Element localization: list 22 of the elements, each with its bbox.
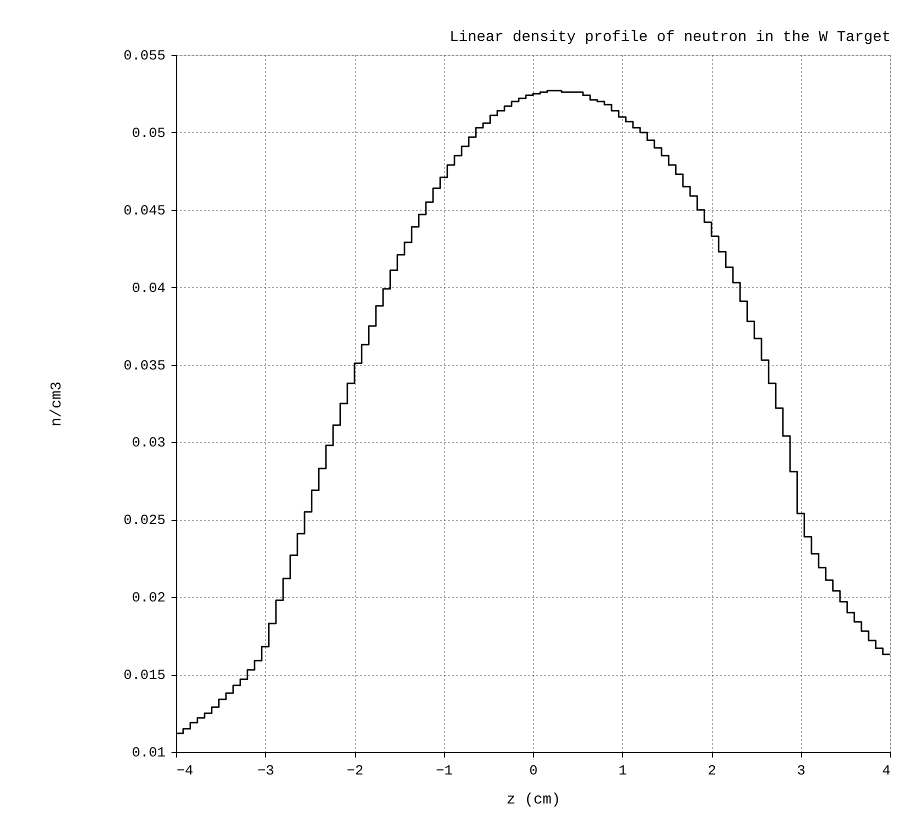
y-axis-title: n/cm3 (48, 381, 66, 427)
x-axis-title: z (cm) (506, 792, 561, 808)
x-tick-label: −2 (346, 764, 364, 780)
x-tick-label: 3 (797, 764, 806, 780)
x-tick-label: −1 (436, 764, 453, 780)
x-tick-label: −4 (176, 764, 194, 780)
x-tick-label: 2 (708, 764, 716, 780)
y-tick-label: 0.055 (123, 48, 166, 64)
x-tick-label: 4 (882, 764, 890, 780)
y-tick-label: 0.02 (132, 590, 166, 607)
y-tick-label: 0.05 (132, 126, 166, 142)
x-tick-label: 1 (618, 764, 627, 780)
chart-title: Linear density profile of neutron in the W Target (450, 29, 891, 46)
y-tick-label: 0.045 (123, 203, 166, 220)
x-tick-label: 0 (529, 764, 538, 780)
y-tick-label: 0.04 (132, 280, 166, 297)
y-tick-label: 0.025 (123, 513, 166, 530)
y-tick-label: 0.035 (123, 358, 166, 374)
y-tick-label: 0.01 (132, 746, 166, 762)
y-tick-label: 0.03 (132, 436, 166, 452)
y-tick-label: 0.015 (123, 668, 166, 684)
x-tick-label: −3 (257, 764, 274, 780)
